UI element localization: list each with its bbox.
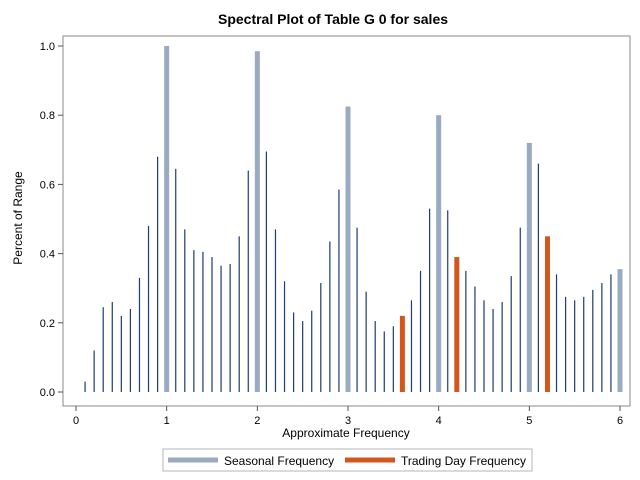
y-tick-label: 0.4 — [40, 249, 55, 261]
spectrum-bar — [193, 250, 195, 392]
spectrum-bar — [374, 321, 376, 392]
spectrum-bar — [365, 291, 367, 392]
spectrum-bar — [129, 308, 131, 392]
seasonal-bar — [436, 115, 442, 392]
x-tick-label: 5 — [526, 415, 532, 427]
spectrum-bar — [93, 350, 95, 392]
spectrum-bar — [592, 289, 594, 392]
spectrum-bar — [383, 331, 385, 392]
y-tick-label: 0.8 — [40, 110, 55, 122]
x-axis-label: Approximate Frequency — [282, 426, 409, 440]
spectrum-bar — [283, 281, 286, 392]
x-tick-label: 4 — [436, 415, 442, 427]
spectrum-bar — [311, 310, 313, 392]
spectrum-bar — [247, 170, 249, 392]
seasonal-bar — [254, 51, 260, 392]
spectrum-bar — [519, 227, 521, 392]
plot-frame — [62, 35, 631, 407]
spectrum-bar — [419, 270, 422, 392]
spectrum-bar — [265, 151, 267, 392]
spectrum-bar — [229, 263, 231, 392]
spectrum-bar — [84, 381, 86, 392]
spectrum-bar — [338, 189, 340, 392]
spectrum-bar — [175, 168, 177, 392]
spectrum-bar — [492, 308, 494, 392]
legend-label-trading-day: Trading Day Frequency — [401, 454, 526, 468]
spectrum-bar — [220, 265, 222, 392]
spectrum-bar — [392, 326, 394, 392]
y-tick-label: 0.6 — [40, 179, 55, 191]
spectrum-bar — [410, 300, 413, 392]
trading-day-bar — [399, 315, 405, 392]
seasonal-bar — [526, 142, 532, 392]
spectrum-bar — [483, 300, 485, 392]
y-axis: 0.0 0.2 0.4 0.6 0.8 1.0 — [40, 41, 63, 399]
legend-box — [162, 448, 533, 472]
x-tick-label: 6 — [617, 415, 623, 427]
spectrum-bar — [120, 315, 122, 392]
spectrum-bar — [574, 300, 576, 392]
y-axis-label: Percent of Range — [11, 171, 25, 265]
spectrum-bar — [447, 210, 449, 392]
spectrum-bar — [320, 283, 322, 392]
spectrum-bar — [510, 276, 512, 392]
x-tick-label: 2 — [254, 415, 260, 427]
spectrum-bar — [302, 321, 304, 392]
spectrum-bar — [555, 274, 558, 392]
x-tick-label: 3 — [345, 415, 351, 427]
spectrum-bar — [147, 225, 150, 392]
spectrum-bar — [474, 286, 476, 392]
spectrum-bar — [138, 277, 141, 392]
spectrum-bar — [202, 251, 204, 392]
spectrum-bar — [610, 274, 612, 392]
spectrum-bar — [111, 302, 113, 392]
spectrum-bar — [184, 229, 186, 392]
bars-layer — [84, 46, 623, 393]
x-tick-label: 1 — [164, 415, 170, 427]
spectrum-bar — [356, 227, 358, 392]
spectrum-bar — [274, 229, 277, 392]
legend-label-seasonal: Seasonal Frequency — [224, 454, 334, 468]
y-tick-label: 0.2 — [40, 318, 55, 330]
spectrum-bar — [329, 241, 331, 392]
spectrum-bar — [211, 257, 213, 392]
spectrum-bar — [102, 307, 104, 392]
spectrum-bar — [565, 296, 567, 392]
x-axis: 0 1 2 3 4 5 6 — [73, 406, 623, 427]
spectrum-bar — [293, 312, 295, 392]
spectrum-bar — [501, 302, 503, 392]
seasonal-bar — [345, 106, 351, 393]
y-tick-label: 1.0 — [40, 41, 55, 53]
chart-title: Spectral Plot of Table G 0 for sales — [218, 11, 448, 27]
spectrum-bar — [429, 208, 431, 392]
trading-day-bar — [454, 257, 460, 392]
seasonal-bar — [164, 46, 170, 392]
spectrum-bar — [583, 296, 585, 392]
spectrum-bar — [601, 283, 603, 392]
y-tick-label: 0.0 — [40, 387, 55, 399]
spectrum-bar — [157, 156, 159, 392]
legend: Seasonal Frequency Trading Day Frequency — [162, 448, 533, 472]
x-tick-label: 0 — [73, 415, 79, 427]
spectrum-bar — [465, 270, 467, 392]
spectrum-bar — [238, 236, 240, 392]
spectrum-bar — [537, 163, 539, 392]
trading-day-bar — [544, 236, 550, 392]
seasonal-bar — [617, 269, 623, 392]
